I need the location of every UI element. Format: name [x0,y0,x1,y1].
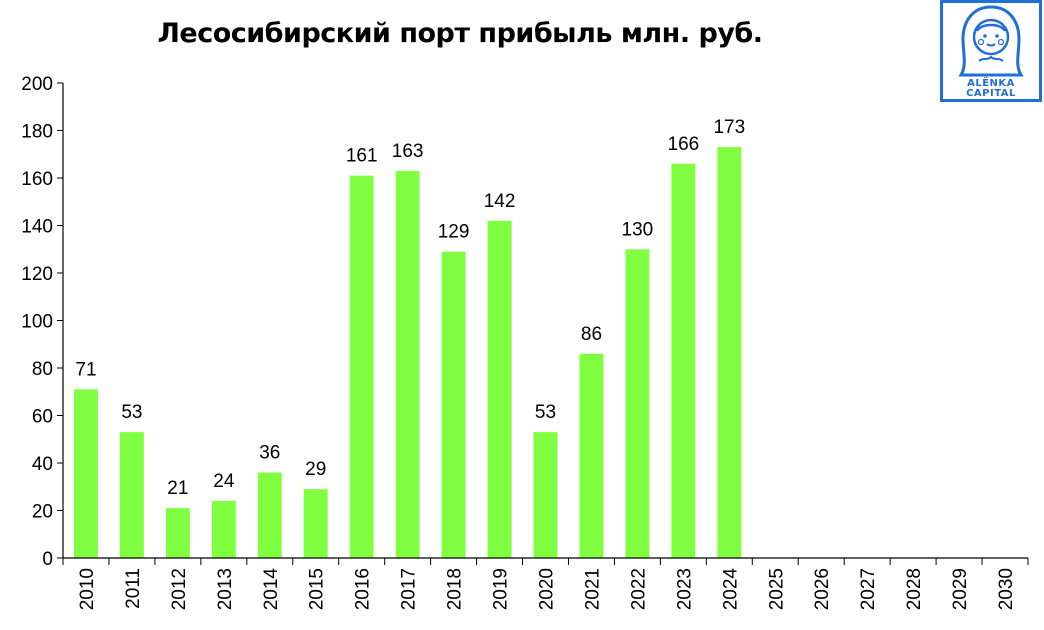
data-label-2017: 163 [392,141,424,162]
x-tick-label-2012: 2012 [169,568,190,610]
data-label-2018: 129 [438,222,470,243]
data-label-2022: 130 [622,219,654,240]
logo-line2: CAPITAL [966,88,1016,99]
y-tick-label-160: 160 [21,169,53,190]
x-tick-label-2021: 2021 [582,568,603,610]
data-label-2016: 161 [346,146,378,167]
x-tick-label-2017: 2017 [399,568,420,610]
x-tick-label-2016: 2016 [353,568,374,610]
x-tick-label-2011: 2011 [123,568,144,609]
y-tick-label-40: 40 [32,454,53,475]
data-label-2010: 71 [75,359,96,380]
bar-2016 [349,175,374,559]
bar-2012 [165,508,190,559]
bar-2011 [119,432,144,559]
y-tick-label-140: 140 [21,217,53,238]
x-tick-label-2028: 2028 [904,568,925,610]
bar-2015 [303,489,328,559]
logo-line1: ALЁNKA [967,78,1015,89]
x-tick-label-2026: 2026 [812,568,833,610]
y-tick-label-80: 80 [32,359,53,380]
data-label-2012: 21 [167,478,188,499]
data-label-2024: 173 [713,117,745,138]
x-tick-label-2015: 2015 [307,568,328,610]
x-tick-label-2013: 2013 [215,568,236,610]
bar-2024 [717,147,742,559]
chart-title: Лесосибирский порт прибыль млн. руб. [157,18,763,49]
data-label-2021: 86 [581,324,602,345]
bar-2022 [625,249,650,558]
bar-2021 [579,353,604,558]
bar-2010 [74,389,98,559]
bar-2018 [441,251,466,559]
bars-layer [74,147,742,559]
data-label-2023: 166 [668,134,700,155]
x-tick-label-2014: 2014 [261,568,282,611]
bar-2014 [257,472,282,558]
axes-layer: 0 20 40 60 80 100 120 140 160 180 200 2010 2011 2012 2… [21,74,1029,611]
x-tick-label-2029: 2029 [950,568,971,610]
x-tick-label-2022: 2022 [628,568,649,610]
y-tick-label-60: 60 [32,407,53,428]
matryoshka-icon [958,5,1024,77]
x-tick-label-2023: 2023 [674,568,695,610]
y-tick-label-180: 180 [21,122,53,143]
data-label-2020: 53 [535,402,556,423]
y-tick-label-200: 200 [21,74,53,95]
bar-2019 [487,220,512,558]
data-label-2019: 142 [484,191,516,212]
alenka-capital-logo: ALЁNKA CAPITAL [940,0,1042,102]
x-tick-label-2018: 2018 [445,568,466,610]
x-tick-label-2027: 2027 [858,568,879,610]
bar-2020 [533,432,558,559]
x-tick-label-2020: 2020 [537,568,558,610]
y-tick-label-100: 100 [21,312,53,333]
data-label-2013: 24 [213,471,235,492]
x-tick-label-2025: 2025 [766,568,787,610]
bar-2023 [671,163,696,558]
data-label-2015: 29 [305,459,326,480]
data-label-2011: 53 [121,402,142,423]
bar-2013 [211,501,236,558]
x-tick-label-2030: 2030 [996,568,1017,610]
x-tick-label-2024: 2024 [720,568,741,611]
y-tick-label-20: 20 [32,502,53,523]
x-tick-label-2010: 2010 [77,568,98,610]
logo-text: ALЁNKA CAPITAL [943,79,1039,99]
x-tick-label-2019: 2019 [491,568,512,610]
bar-2017 [395,170,420,559]
labels-layer: 71 53 21 24 36 29 161 163 129 142 53 86 130 166 173 [75,117,745,499]
y-tick-label-0: 0 [42,549,53,570]
y-tick-label-120: 120 [21,264,53,285]
data-label-2014: 36 [259,443,280,464]
